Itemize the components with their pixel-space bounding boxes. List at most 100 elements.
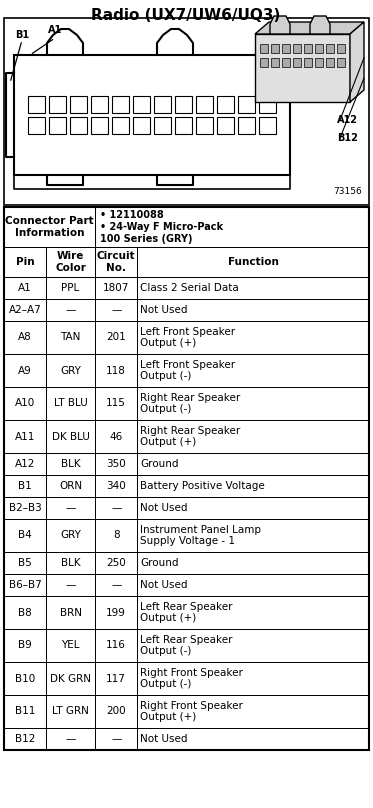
- Bar: [137, 387, 369, 420]
- Bar: [95, 552, 137, 574]
- Bar: [95, 247, 137, 277]
- Bar: [4, 596, 46, 629]
- Text: Left Front Speaker
Output (+): Left Front Speaker Output (+): [140, 326, 235, 348]
- Text: Right Front Speaker
Output (-): Right Front Speaker Output (-): [140, 667, 243, 689]
- Bar: [46, 321, 95, 354]
- Bar: [95, 354, 137, 387]
- Polygon shape: [255, 22, 364, 34]
- Bar: [4, 277, 46, 299]
- Bar: [95, 420, 137, 453]
- Text: GRY: GRY: [60, 531, 81, 541]
- Text: B12: B12: [337, 133, 358, 143]
- Text: 46: 46: [110, 431, 123, 441]
- Text: A11: A11: [15, 431, 35, 441]
- Text: Right Front Speaker
Output (+): Right Front Speaker Output (+): [140, 701, 243, 722]
- Bar: [137, 662, 369, 695]
- Text: • 12110088
• 24-Way F Micro-Pack
100 Series (GRY): • 12110088 • 24-Way F Micro-Pack 100 Ser…: [100, 210, 223, 243]
- Bar: [315, 44, 323, 53]
- Bar: [271, 44, 279, 53]
- Bar: [217, 117, 234, 134]
- Bar: [28, 96, 45, 113]
- Bar: [337, 44, 345, 53]
- Text: Circuit
No.: Circuit No.: [97, 251, 135, 273]
- Text: 8: 8: [113, 531, 120, 541]
- Text: A12: A12: [337, 115, 358, 125]
- Bar: [271, 58, 279, 67]
- Bar: [4, 299, 46, 321]
- Bar: [137, 277, 369, 299]
- Bar: [259, 117, 276, 134]
- Bar: [4, 354, 46, 387]
- Bar: [4, 475, 46, 497]
- Bar: [293, 58, 301, 67]
- Bar: [95, 207, 369, 247]
- Bar: [46, 728, 95, 750]
- Text: ORN: ORN: [59, 481, 82, 491]
- Bar: [337, 58, 345, 67]
- Text: 199: 199: [106, 608, 126, 617]
- Text: Battery Positive Voltage: Battery Positive Voltage: [140, 481, 265, 491]
- Text: GRY: GRY: [60, 365, 81, 376]
- Bar: [95, 574, 137, 596]
- Bar: [46, 475, 95, 497]
- Bar: [326, 58, 334, 67]
- Text: B2–B3: B2–B3: [9, 503, 41, 513]
- Bar: [95, 695, 137, 728]
- Bar: [4, 552, 46, 574]
- Text: Left Front Speaker
Output (-): Left Front Speaker Output (-): [140, 360, 235, 381]
- Bar: [46, 695, 95, 728]
- Text: Function: Function: [228, 257, 279, 267]
- Bar: [4, 453, 46, 475]
- Bar: [46, 662, 95, 695]
- Bar: [304, 44, 312, 53]
- Polygon shape: [310, 16, 330, 34]
- Text: 116: 116: [106, 641, 126, 650]
- Text: —: —: [111, 305, 122, 315]
- Text: Right Rear Speaker
Output (+): Right Rear Speaker Output (+): [140, 426, 241, 448]
- Bar: [49, 96, 66, 113]
- Text: A12: A12: [15, 459, 35, 469]
- Bar: [4, 574, 46, 596]
- Text: Instrument Panel Lamp
Supply Voltage - 1: Instrument Panel Lamp Supply Voltage - 1: [140, 524, 261, 546]
- Bar: [95, 596, 137, 629]
- Bar: [260, 44, 268, 53]
- Text: B6–B7: B6–B7: [9, 580, 41, 590]
- Text: Class 2 Serial Data: Class 2 Serial Data: [140, 283, 239, 293]
- Text: Ground: Ground: [140, 558, 179, 568]
- Bar: [154, 96, 171, 113]
- Bar: [4, 519, 46, 552]
- Bar: [137, 519, 369, 552]
- Text: 73156: 73156: [333, 187, 362, 196]
- Bar: [260, 58, 268, 67]
- Bar: [133, 96, 150, 113]
- Bar: [4, 629, 46, 662]
- Bar: [112, 96, 129, 113]
- Text: Left Rear Speaker
Output (+): Left Rear Speaker Output (+): [140, 602, 233, 623]
- Bar: [46, 453, 95, 475]
- Text: Not Used: Not Used: [140, 580, 188, 590]
- Bar: [4, 695, 46, 728]
- Bar: [4, 662, 46, 695]
- Bar: [14, 55, 290, 175]
- Bar: [95, 321, 137, 354]
- Bar: [4, 387, 46, 420]
- Text: PPL: PPL: [62, 283, 80, 293]
- Text: Wire
Color: Wire Color: [55, 251, 86, 273]
- Bar: [217, 96, 234, 113]
- Bar: [137, 453, 369, 475]
- Bar: [91, 117, 108, 134]
- Bar: [196, 117, 213, 134]
- Text: BRN: BRN: [60, 608, 82, 617]
- Bar: [95, 629, 137, 662]
- Bar: [4, 247, 46, 277]
- Text: TAN: TAN: [60, 333, 81, 343]
- Bar: [137, 321, 369, 354]
- Bar: [293, 44, 301, 53]
- Bar: [137, 574, 369, 596]
- Bar: [304, 58, 312, 67]
- Text: B11: B11: [15, 706, 35, 717]
- Bar: [154, 117, 171, 134]
- Bar: [137, 596, 369, 629]
- Text: BLK: BLK: [61, 459, 81, 469]
- Text: B1: B1: [15, 30, 29, 40]
